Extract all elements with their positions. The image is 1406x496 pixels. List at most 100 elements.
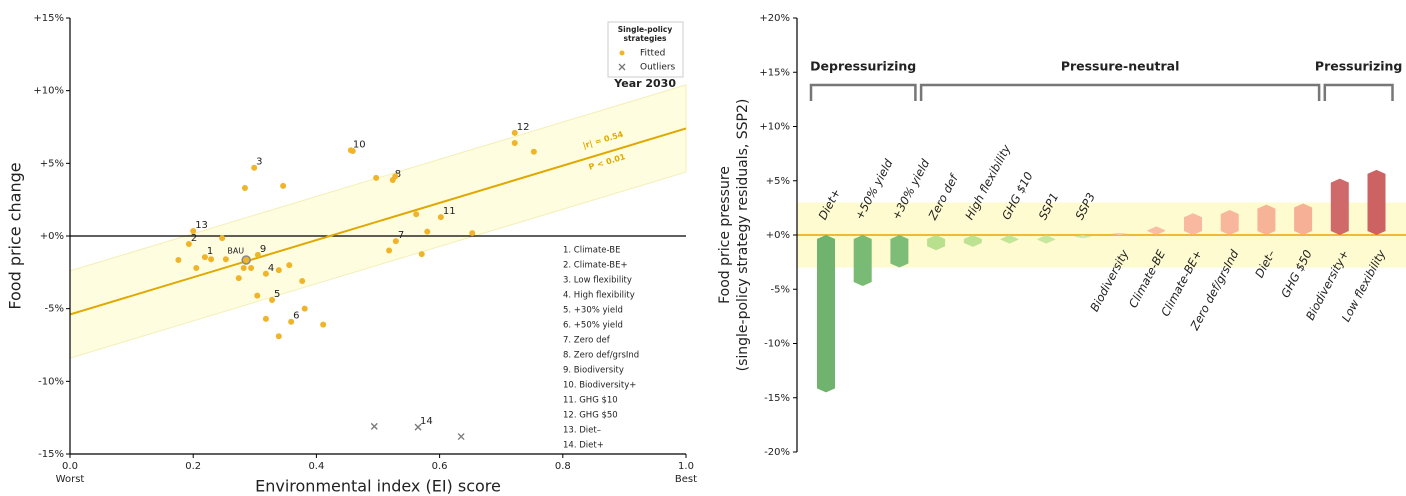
bar [817, 235, 835, 393]
legend-title: strategies [624, 34, 668, 43]
point [262, 270, 269, 277]
legend-label: Outliers [640, 63, 676, 73]
key-entry: 8. Zero def/grsInd [563, 351, 639, 361]
point [530, 148, 537, 155]
point-label: 4 [268, 263, 274, 274]
point [269, 296, 276, 303]
y-tick-label: -15% [38, 449, 64, 460]
key-entry: 2. Climate-BE+ [563, 261, 628, 271]
bar [1330, 178, 1349, 235]
point [424, 228, 431, 235]
point [190, 228, 197, 235]
point [373, 174, 380, 181]
bar [853, 235, 872, 286]
y-axis-label: (single-policy strategy residuals, SSP2) [735, 99, 751, 372]
point [301, 305, 308, 312]
key-entry: 9. Biodiversity [563, 366, 624, 376]
y-tick-label: +10% [33, 86, 64, 97]
point [280, 182, 287, 189]
bar [1073, 235, 1092, 239]
y-tick-label: -20% [764, 447, 790, 458]
bau-point [241, 255, 251, 265]
key-entry: 13. Diet– [563, 426, 601, 436]
point [222, 256, 229, 263]
point [299, 278, 306, 285]
y-tick-label: -5% [45, 304, 64, 315]
y-tick-label: -10% [38, 376, 64, 387]
bar [1367, 169, 1386, 235]
point [437, 214, 444, 221]
point-label: 5 [274, 289, 280, 300]
point [288, 318, 295, 325]
y-tick-label: +20% [759, 13, 790, 24]
key-entry: 3. Low flexibility [563, 276, 632, 286]
bar [1037, 235, 1056, 244]
point [413, 211, 420, 218]
point [262, 315, 269, 322]
key-entry: 10. Biodiversity+ [563, 381, 636, 391]
fit-line [69, 127, 687, 316]
y-tick-label: +15% [759, 67, 790, 78]
key-entry: 6. +50% yield [563, 321, 623, 331]
group-label: Pressure-neutral [1061, 59, 1180, 74]
point [320, 321, 327, 328]
legend-marker [619, 50, 625, 56]
point [349, 147, 356, 154]
point-label: 2 [191, 233, 197, 244]
point [511, 129, 518, 136]
point-label: 14 [420, 416, 433, 427]
bar [1147, 226, 1166, 235]
point [286, 262, 293, 269]
point [275, 333, 282, 340]
key-entry: 11. GHG $10 [563, 396, 618, 406]
group-bracket [809, 83, 917, 101]
point [275, 267, 282, 274]
outlier-point [457, 433, 465, 441]
point [392, 173, 399, 180]
y-axis-label: Food price change [6, 162, 25, 309]
group-bracket [1323, 83, 1394, 101]
point [240, 264, 247, 271]
key-entry: 14. Diet+ [563, 441, 604, 451]
y-tick-label: +5% [766, 176, 790, 187]
key-entry: 12. GHG $50 [563, 411, 618, 421]
point-label: 7 [398, 230, 404, 241]
group-label: Depressurizing [810, 59, 916, 74]
bar [1184, 213, 1202, 235]
point [208, 256, 215, 263]
legend-title: Single-policy [618, 25, 673, 34]
x-tick-label: 0.8 [555, 461, 571, 472]
y-axis-label: Food price pressure [717, 166, 733, 304]
outlier-point [414, 423, 422, 431]
bar [927, 235, 946, 251]
bar [1257, 204, 1276, 235]
legend-label: Fitted [640, 49, 665, 59]
key-entry: 1. Climate-BE [563, 246, 621, 256]
y-tick-label: +15% [33, 13, 64, 24]
x-tick-label: 1.0 [678, 461, 694, 472]
y-tick-label: +5% [40, 158, 64, 169]
legend-marker [618, 63, 626, 71]
y-tick-label: +0% [766, 230, 790, 241]
point [185, 240, 192, 247]
y-tick-label: -5% [771, 284, 790, 295]
y-tick-label: -10% [764, 339, 790, 350]
y-tick-label: -15% [764, 393, 790, 404]
bau-label: BAU [227, 246, 244, 255]
point [386, 247, 393, 254]
outlier-point [370, 422, 378, 430]
point-label: 1 [207, 246, 213, 257]
group-bracket [919, 83, 1321, 101]
bar [1294, 203, 1313, 235]
bar [1000, 235, 1019, 244]
point-label: 10 [353, 139, 366, 150]
point-label: 11 [443, 206, 456, 217]
x-tick-label: 0.0 [62, 461, 78, 472]
point [392, 238, 399, 245]
bar [963, 235, 982, 247]
point [241, 185, 248, 192]
point [219, 235, 226, 242]
bar [890, 235, 909, 268]
